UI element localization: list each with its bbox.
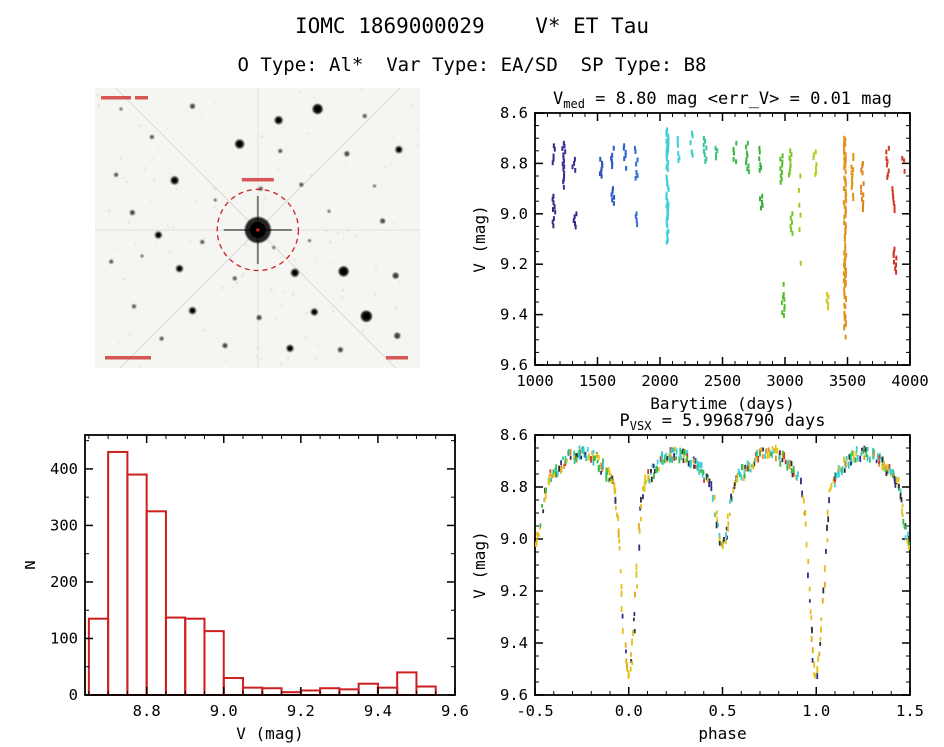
star-field-svg [0, 0, 559, 531]
svg-text:300: 300 [50, 516, 78, 534]
histogram-svg: 8.8 9.0 9.2 9.4 9.6 0 100 200 300 400 V (mag) N [20, 434, 469, 743]
page-title: IOMC 1869000029 V* ET Tau [294, 14, 649, 38]
svg-text:Barytime (days): Barytime (days) [650, 394, 795, 412]
svg-text:V (mag): V (mag) [470, 531, 489, 598]
svg-text:9.6: 9.6 [500, 356, 528, 374]
svg-text:2000: 2000 [641, 372, 678, 390]
red-annotation [241, 177, 274, 182]
svg-text:9.6: 9.6 [441, 702, 469, 720]
svg-text:200: 200 [50, 573, 78, 591]
svg-text:9.4: 9.4 [500, 634, 528, 652]
phase-plot: -0.5 0.0 0.5 1.0 1.5 8.6 8.8 9.0 9.2 9.4 9.6 phase V… [455, 408, 944, 743]
svg-text:1500: 1500 [579, 372, 616, 390]
phase-svg: -0.5 0.0 0.5 1.0 1.5 8.6 8.8 9.0 9.2 9.4 9.6 phase V… [470, 411, 924, 743]
svg-text:8.8: 8.8 [500, 478, 528, 496]
svg-text:0.0: 0.0 [615, 702, 643, 720]
svg-text:N: N [25, 560, 39, 570]
svg-text:1000: 1000 [516, 372, 553, 390]
svg-text:9.4: 9.4 [500, 306, 528, 324]
svg-text:-0.5: -0.5 [516, 702, 553, 720]
svg-text:phase: phase [698, 724, 746, 742]
lightcurve-svg: 1000 1500 2000 2500 3000 3500 4000 8.6 8.8 9.0 9.2… [470, 89, 929, 413]
histogram-plot: 8.8 9.0 9.2 9.4 9.6 0 100 200 300 400 V (mag) N [20, 413, 470, 745]
svg-text:PVSX = 5.9968790 days: PVSX = 5.9968790 days [620, 411, 826, 433]
svg-text:8.8: 8.8 [133, 702, 161, 720]
svg-text:8.8: 8.8 [500, 154, 528, 172]
svg-text:9.0: 9.0 [210, 702, 238, 720]
svg-text:3000: 3000 [766, 372, 803, 390]
red-annotation [386, 356, 408, 360]
svg-text:9.2: 9.2 [500, 255, 528, 273]
svg-text:9.0: 9.0 [500, 205, 528, 223]
svg-text:1.5: 1.5 [896, 702, 924, 720]
red-annotation [135, 96, 148, 100]
svg-text:V (mag): V (mag) [236, 724, 303, 743]
lightcurve-plot: 1000 1500 2000 2500 3000 3500 4000 8.6 8.8 9.0 9.2… [455, 82, 944, 413]
svg-text:400: 400 [50, 460, 78, 478]
svg-text:4000: 4000 [891, 372, 928, 390]
finding-chart-image [0, 0, 559, 531]
red-annotation [101, 96, 131, 100]
svg-text:V (mag): V (mag) [470, 205, 489, 272]
svg-text:0.5: 0.5 [709, 702, 737, 720]
svg-text:9.4: 9.4 [364, 702, 392, 720]
svg-text:9.2: 9.2 [500, 582, 528, 600]
svg-text:9.6: 9.6 [500, 686, 528, 704]
page-subtitle: O Type: Al* Var Type: EA/SD SP Type: B8 [237, 54, 707, 76]
svg-text:8.6: 8.6 [500, 426, 528, 444]
svg-text:9.0: 9.0 [500, 530, 528, 548]
svg-text:Vmed = 8.80 mag <err_V> = 0.01: Vmed = 8.80 mag <err_V> = 0.01 mag [553, 89, 892, 111]
svg-text:100: 100 [50, 629, 78, 647]
svg-text:9.2: 9.2 [287, 702, 315, 720]
svg-text:1.0: 1.0 [802, 702, 830, 720]
svg-text:8.6: 8.6 [500, 104, 528, 122]
svg-text:3500: 3500 [829, 372, 866, 390]
red-annotation [105, 356, 151, 360]
svg-text:2500: 2500 [704, 372, 741, 390]
svg-text:0: 0 [69, 686, 78, 704]
